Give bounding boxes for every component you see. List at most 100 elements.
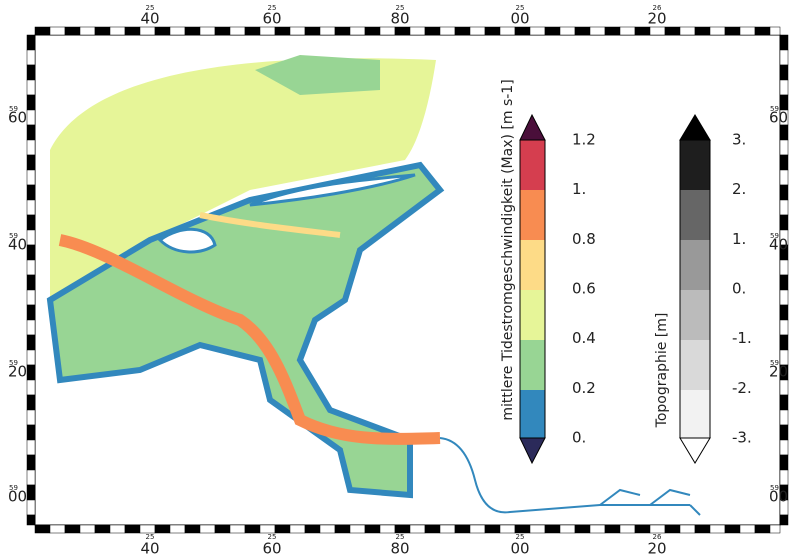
frame-segment <box>214 524 231 534</box>
frame-segment <box>124 26 141 36</box>
tick-label: 20 <box>647 10 666 28</box>
frame-segment <box>544 524 561 534</box>
tick-minor: 59 <box>770 484 779 492</box>
frame-segment <box>26 34 36 51</box>
frame-segment <box>334 26 351 36</box>
colorbar-segment <box>520 190 545 240</box>
tick-minor: 25 <box>268 4 277 12</box>
frame-segment <box>49 26 66 36</box>
tick-label: 60 <box>262 540 281 558</box>
frame-segment <box>559 26 576 36</box>
frame-segment <box>559 524 576 534</box>
colorbar-outline <box>519 139 546 439</box>
frame-segment <box>779 514 789 526</box>
frame-segment <box>619 26 636 36</box>
frame-segment <box>289 524 306 534</box>
frame-segment <box>26 454 36 471</box>
frame-segment <box>64 524 81 534</box>
frame-segment <box>26 424 36 441</box>
island <box>249 173 416 207</box>
frame-segment <box>779 304 789 321</box>
frame-segment <box>26 289 36 306</box>
frame-segment <box>26 64 36 81</box>
tick-label: 80 <box>390 10 409 28</box>
colorbar-outline <box>679 139 711 439</box>
colorbar-topo: Topographie [m] <box>654 114 711 464</box>
frame-segment <box>154 26 171 36</box>
frame-segment <box>229 524 246 534</box>
colorbar-segment <box>680 190 710 240</box>
frame-segment <box>26 154 36 171</box>
frame-segment <box>319 524 336 534</box>
colorbar-title: mittlere Tidestromgeschwindigkeit (Max) … <box>500 79 516 420</box>
frame-segment <box>779 319 789 336</box>
tick-minor: 26 <box>653 533 662 541</box>
frame-segment <box>779 139 789 156</box>
frame-segment <box>544 26 561 36</box>
tick-minor: 25 <box>268 533 277 541</box>
colorbar-label: 0.8 <box>572 230 596 248</box>
frame-segment <box>259 524 276 534</box>
frame-segment <box>94 524 111 534</box>
frame-segment <box>499 26 516 36</box>
colorbar-label: 0. <box>732 280 746 298</box>
frame-segment <box>779 334 789 351</box>
tick-minor: 25 <box>396 4 405 12</box>
colorbar-segment <box>680 290 710 340</box>
frame-segment <box>779 214 789 231</box>
frame-segment <box>779 289 789 306</box>
frame-segment <box>779 274 789 291</box>
frame-segment <box>604 26 621 36</box>
zone-green <box>255 55 380 95</box>
tick-label: 40 <box>8 236 27 254</box>
frame-segment <box>469 26 486 36</box>
frame-segment <box>769 524 781 534</box>
frame-segment <box>634 524 651 534</box>
colorbar-segment <box>520 290 545 340</box>
frame-segment <box>649 26 666 36</box>
frame-segment <box>649 524 666 534</box>
tick-label: 40 <box>769 236 788 254</box>
frame-segment <box>26 364 36 381</box>
frame-segment <box>26 304 36 321</box>
frame-segment <box>409 26 426 36</box>
frame-segment <box>394 524 411 534</box>
frame-segment <box>779 49 789 66</box>
frame-segment <box>529 26 546 36</box>
frame-segment <box>484 26 501 36</box>
frame-segment <box>26 274 36 291</box>
frame-segment <box>244 524 261 534</box>
frame-segment <box>514 26 531 36</box>
tick-minor: 59 <box>9 359 18 367</box>
tick-label: 20 <box>647 540 666 558</box>
frame-segment <box>709 524 726 534</box>
colorbar-label: 0.6 <box>572 280 596 298</box>
frame-segment <box>26 394 36 411</box>
frame-segment <box>379 524 396 534</box>
frame-segment <box>779 154 789 171</box>
colorbar-label: 2. <box>732 180 746 198</box>
frame-segment <box>409 524 426 534</box>
tick-label: 60 <box>8 109 27 127</box>
frame-segment <box>34 26 51 36</box>
tick-label: 40 <box>140 10 159 28</box>
frame-segment <box>244 26 261 36</box>
tick-minor: 26 <box>653 4 662 12</box>
frame-segment <box>79 26 96 36</box>
colorbar-label: 0. <box>572 429 586 447</box>
tick-minor: 59 <box>9 232 18 240</box>
colorbar-label: 1.2 <box>572 131 596 149</box>
frame-segment <box>779 64 789 81</box>
frame-segment <box>424 524 441 534</box>
frame-segment <box>26 379 36 396</box>
tick-minor: 25 <box>516 4 525 12</box>
tick-label: 00 <box>510 540 529 558</box>
frame-segment <box>589 524 606 534</box>
river <box>599 488 701 516</box>
frame-segment <box>769 26 781 36</box>
frame-segment <box>709 26 726 36</box>
frame-segment <box>634 26 651 36</box>
frame-segment <box>664 26 681 36</box>
colorbar-segment <box>680 240 710 290</box>
frame-segment <box>139 524 156 534</box>
